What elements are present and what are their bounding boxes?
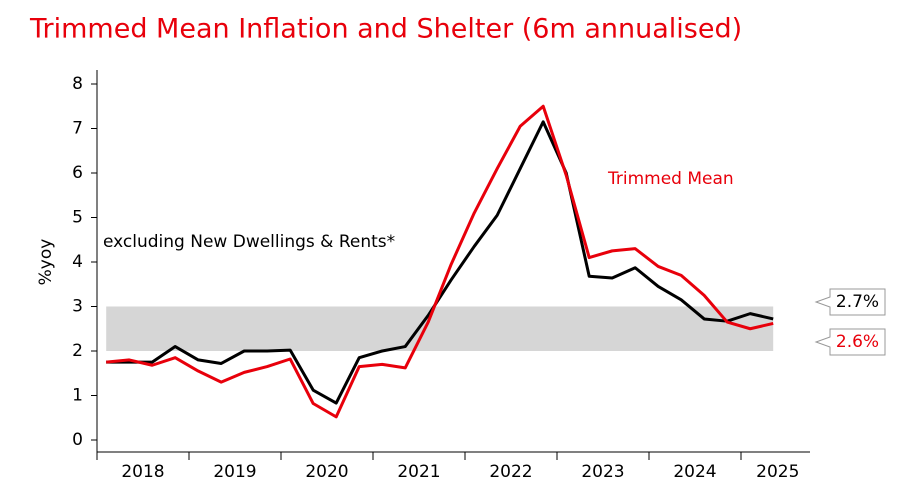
end-label-box (814, 288, 886, 316)
end-label: 2.6% (836, 332, 879, 352)
end-label: 2.7% (836, 292, 879, 312)
y-tick-label: 0 (72, 430, 83, 450)
y-tick-label: 5 (72, 208, 83, 228)
y-tick-label: 1 (72, 386, 83, 406)
y-tick-label: 4 (72, 252, 83, 272)
y-tick-label: 8 (72, 74, 83, 94)
end-label-box (814, 328, 886, 356)
y-tick-label: 2 (72, 341, 83, 361)
x-tick-label: 2021 (397, 462, 440, 482)
chart-title: Trimmed Mean Inflation and Shelter (6m a… (29, 14, 742, 45)
series-label: Trimmed Mean (607, 169, 734, 189)
line (106, 120, 774, 405)
x-tick-label: 2018 (121, 462, 164, 482)
series-label: excluding New Dwellings & Rents* (103, 232, 395, 252)
y-tick-label: 3 (72, 297, 83, 317)
x-tick-label: 2025 (756, 462, 799, 482)
x-tick-label: 2023 (581, 462, 624, 482)
y-tick-label: 7 (72, 119, 83, 139)
x-tick-label: 2019 (213, 462, 256, 482)
y-tick-label: 6 (72, 163, 83, 183)
x-tick-label: 2024 (673, 462, 716, 482)
line (106, 104, 774, 419)
x-tick-label: 2022 (489, 462, 532, 482)
x-tick-label: 2020 (305, 462, 348, 482)
target-band (106, 306, 774, 351)
y-axis-label: %yoy (36, 239, 56, 286)
